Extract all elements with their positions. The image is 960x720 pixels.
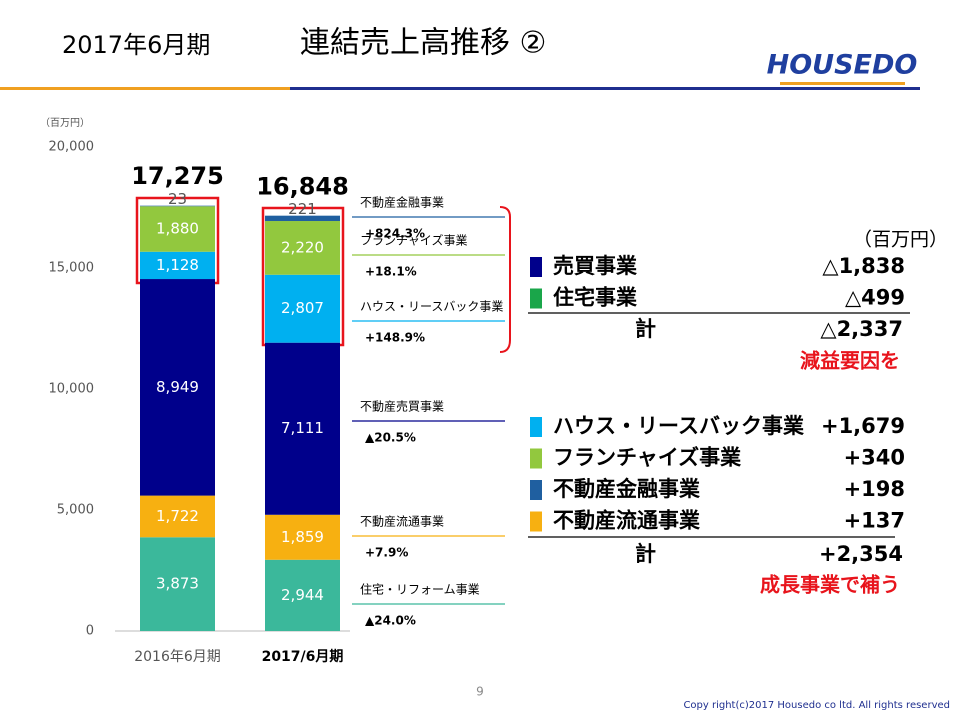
value-label: 8,949	[156, 378, 199, 396]
copyright: Copy right(c)2017 Housedo co ltd. All ri…	[683, 700, 950, 711]
panel-value: △1,838	[822, 254, 905, 278]
value-label: 221	[288, 200, 317, 218]
value-label: 1,128	[156, 256, 199, 274]
panel-name: ハウス・リースバック事業	[553, 414, 805, 438]
annotation-name: 不動産金融事業	[360, 195, 444, 210]
value-label: 1,859	[281, 528, 324, 546]
bar-segment	[140, 206, 215, 252]
annotation-name: フランチャイズ事業	[360, 233, 468, 248]
y-tick-label: 20,000	[49, 140, 95, 155]
value-label: 23	[168, 190, 187, 208]
value-label: 7,111	[281, 419, 324, 437]
total-label: 17,275	[131, 162, 224, 190]
y-tick-label: 0	[86, 624, 94, 639]
y-tick-label: 10,000	[49, 382, 95, 397]
bar-segment	[265, 559, 340, 631]
panel-name: 不動産金融事業	[553, 477, 701, 501]
annotation-name: 不動産売買事業	[360, 399, 444, 414]
y-tick-label: 15,000	[49, 261, 95, 276]
legend-swatch	[530, 480, 542, 500]
annotation-name: ハウス・リースバック事業	[360, 300, 503, 314]
panel-value: +1,679	[821, 414, 905, 438]
annotation-change: ▲20.5%	[365, 431, 416, 445]
legend-swatch	[530, 417, 542, 437]
header-rule	[290, 87, 920, 90]
header-rule	[0, 87, 290, 90]
panel-note: 成長事業で補う	[760, 573, 900, 597]
panel-value: +198	[844, 477, 905, 501]
legend-swatch	[530, 448, 542, 469]
logo: HOUSEDO	[767, 50, 918, 81]
value-label: 3,873	[156, 575, 199, 593]
value-label: 2,220	[281, 238, 324, 256]
legend-swatch	[530, 288, 542, 309]
period: 2017年6月期	[62, 31, 210, 59]
bar-segment	[265, 215, 340, 222]
value-label: 1,880	[156, 219, 199, 237]
x-tick-label: 2017/6月期	[262, 649, 344, 665]
unit-label: （百万円）	[40, 117, 90, 129]
panel-name: フランチャイズ事業	[553, 446, 742, 470]
bar-segment	[140, 251, 215, 280]
bar-segment	[265, 221, 340, 275]
bracket	[499, 206, 511, 353]
annotation-change: +18.1%	[365, 265, 417, 279]
panel-total-value: △2,337	[820, 317, 903, 341]
panel-name: 売買事業	[553, 254, 638, 278]
panel-total-label: 計	[635, 317, 656, 341]
logo-underline	[780, 82, 905, 85]
bar-segment	[140, 537, 215, 631]
bar-segment	[265, 274, 340, 343]
slide-title: 連結売上高推移 ②	[300, 26, 546, 61]
panel-name: 住宅事業	[553, 286, 638, 310]
x-tick-label: 2016年6月期	[134, 649, 221, 665]
bar-segment	[265, 514, 340, 560]
annotation-change: +7.9%	[365, 546, 408, 560]
bar-segment	[265, 342, 340, 515]
panel-value: +340	[844, 446, 905, 470]
panel-name: 不動産流通事業	[553, 509, 701, 533]
value-label: 2,807	[281, 299, 324, 317]
panel-unit: （百万円）	[853, 229, 948, 251]
panel-value: +137	[844, 509, 905, 533]
annotation-change: +824.3%	[365, 227, 425, 241]
legend-swatch	[530, 511, 542, 532]
annotation-change: ▲24.0%	[365, 614, 416, 628]
panel-total-value: +2,354	[819, 542, 903, 566]
legend-swatch	[530, 257, 542, 277]
y-tick-label: 5,000	[57, 503, 94, 518]
bar-segment	[140, 495, 215, 538]
annotation-change: +148.9%	[365, 331, 425, 345]
annotation-name: 住宅・リフォーム事業	[360, 582, 480, 597]
bar-segment	[140, 279, 215, 496]
annotation-name: 不動産流通事業	[360, 514, 444, 529]
page-number: 9	[476, 685, 484, 699]
panel-note: 減益要因を	[800, 349, 900, 373]
panel-total-label: 計	[635, 542, 656, 566]
total-label: 16,848	[256, 172, 349, 200]
value-label: 1,722	[156, 507, 199, 525]
value-label: 2,944	[281, 586, 324, 604]
panel-value: △499	[845, 286, 905, 310]
bar-segment	[140, 205, 215, 207]
